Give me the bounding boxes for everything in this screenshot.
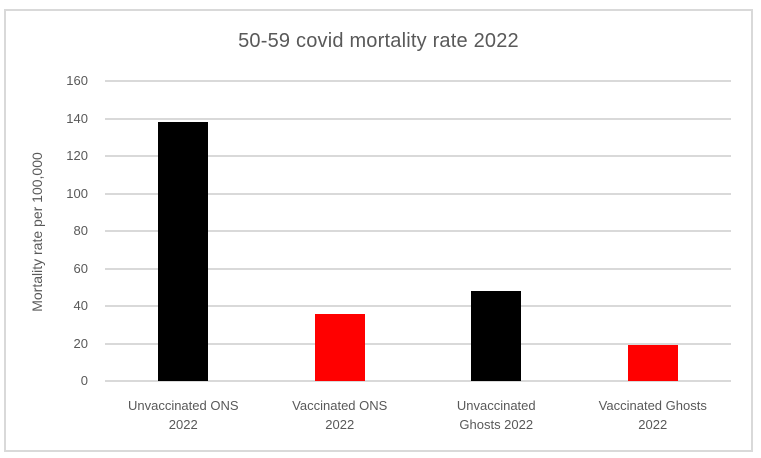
y-axis-tick-label: 60 <box>73 260 88 276</box>
gridline <box>105 342 731 345</box>
gridline <box>105 155 731 157</box>
y-axis-tick-label: 160 <box>66 73 88 88</box>
gridline <box>105 305 731 307</box>
gridline <box>105 380 731 382</box>
gridline <box>105 267 731 270</box>
y-axis-tick-label: 100 <box>66 185 88 201</box>
x-category-label: Vaccinated Ghosts 2022 <box>598 398 707 432</box>
gridline <box>105 192 731 195</box>
bar <box>471 291 522 381</box>
chart-frame: 50-59 covid mortality rate 2022 Mortalit… <box>4 9 753 452</box>
x-category-label: Unvaccinated Ghosts 2022 <box>456 398 536 432</box>
y-axis-tick-label: 0 <box>80 373 88 388</box>
bar <box>314 313 365 381</box>
chart-title: 50-59 covid mortality rate 2022 <box>238 30 519 52</box>
y-axis-tick-label: 120 <box>66 148 88 163</box>
y-axis-tick-label: 140 <box>66 110 88 126</box>
x-category-label: Vaccinated ONS 2022 <box>292 398 388 432</box>
y-axis-tick-label: 20 <box>73 335 88 351</box>
x-category-label: Unvaccinated ONS 2022 <box>127 398 239 432</box>
bar <box>627 345 678 381</box>
gridline <box>105 117 731 120</box>
gridline <box>105 230 731 232</box>
gridline <box>105 80 731 82</box>
plot-area <box>105 80 731 382</box>
y-axis-tick-label: 40 <box>73 298 88 313</box>
bar <box>158 122 209 381</box>
y-axis-tick-label: 80 <box>73 223 88 238</box>
x-axis-category-labels: Unvaccinated ONS 2022 Vaccinated ONS 2022… <box>105 396 731 440</box>
